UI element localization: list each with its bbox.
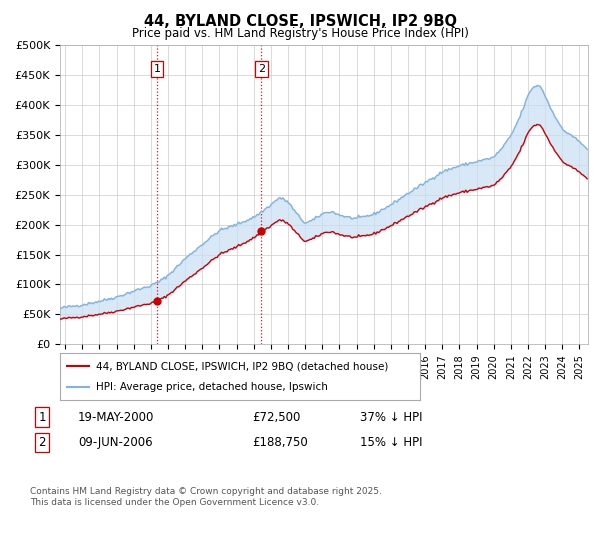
Text: 15% ↓ HPI: 15% ↓ HPI — [360, 436, 422, 449]
Text: 1: 1 — [38, 410, 46, 424]
Text: 2: 2 — [257, 64, 265, 74]
Text: 1: 1 — [154, 64, 161, 74]
Text: 37% ↓ HPI: 37% ↓ HPI — [360, 410, 422, 424]
Text: 19-MAY-2000: 19-MAY-2000 — [78, 410, 154, 424]
Text: HPI: Average price, detached house, Ipswich: HPI: Average price, detached house, Ipsw… — [96, 382, 328, 392]
Text: Contains HM Land Registry data © Crown copyright and database right 2025.
This d: Contains HM Land Registry data © Crown c… — [30, 487, 382, 507]
Text: 2: 2 — [38, 436, 46, 449]
Text: 09-JUN-2006: 09-JUN-2006 — [78, 436, 152, 449]
Text: 44, BYLAND CLOSE, IPSWICH, IP2 9BQ: 44, BYLAND CLOSE, IPSWICH, IP2 9BQ — [143, 14, 457, 29]
Text: 44, BYLAND CLOSE, IPSWICH, IP2 9BQ (detached house): 44, BYLAND CLOSE, IPSWICH, IP2 9BQ (deta… — [96, 361, 388, 371]
Text: Price paid vs. HM Land Registry's House Price Index (HPI): Price paid vs. HM Land Registry's House … — [131, 27, 469, 40]
Text: £72,500: £72,500 — [252, 410, 301, 424]
Text: £188,750: £188,750 — [252, 436, 308, 449]
